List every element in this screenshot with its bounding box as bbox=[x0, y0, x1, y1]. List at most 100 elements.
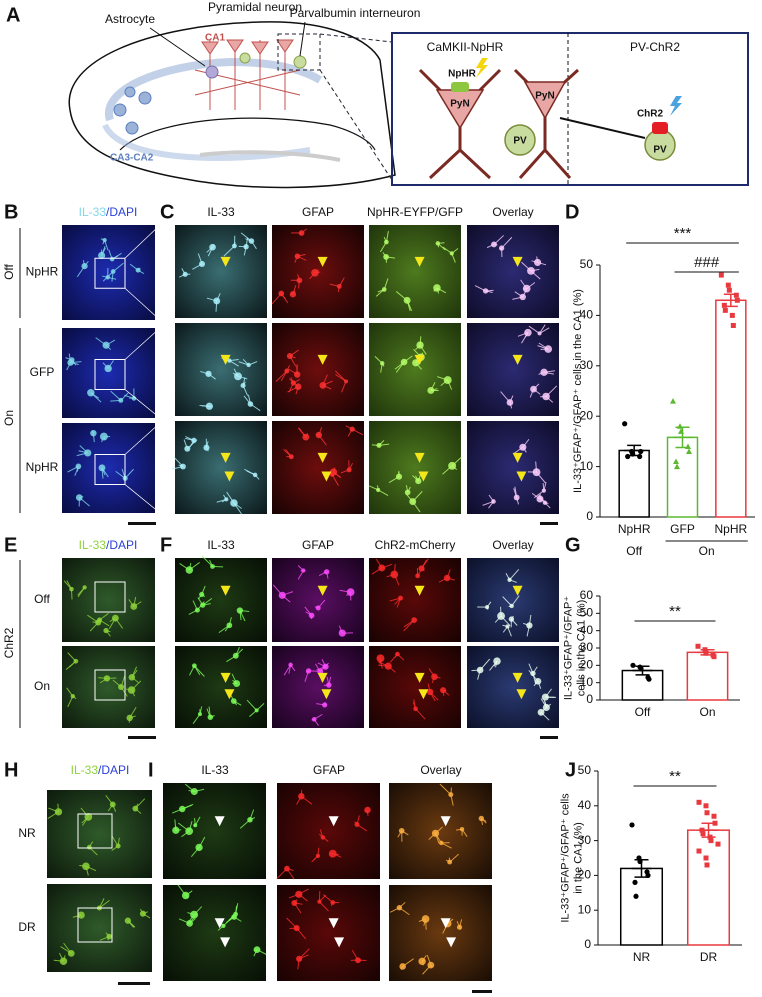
process bbox=[112, 804, 117, 812]
arrowhead bbox=[414, 354, 425, 365]
data-point bbox=[726, 287, 732, 293]
data-point bbox=[730, 322, 736, 328]
process bbox=[208, 373, 210, 375]
process bbox=[304, 606, 313, 616]
arrowhead bbox=[440, 816, 451, 827]
micrograph bbox=[175, 646, 267, 728]
header-part: IL-33 bbox=[79, 205, 107, 219]
process bbox=[522, 446, 527, 453]
process bbox=[89, 622, 99, 632]
header-part: /DAPI bbox=[106, 205, 137, 219]
column-header: Overlay bbox=[420, 763, 461, 777]
process bbox=[543, 371, 555, 375]
micrograph bbox=[369, 558, 461, 642]
process bbox=[326, 676, 330, 686]
process bbox=[80, 807, 89, 818]
process bbox=[377, 489, 389, 497]
process bbox=[67, 652, 77, 662]
significance-label: *** bbox=[674, 225, 692, 242]
y-tick-label: 30 bbox=[578, 833, 592, 847]
process bbox=[301, 795, 313, 805]
arrowhead bbox=[214, 918, 225, 929]
arrowhead bbox=[317, 585, 328, 596]
process bbox=[402, 958, 414, 967]
roi bbox=[77, 813, 113, 849]
process bbox=[243, 246, 247, 256]
process bbox=[74, 466, 79, 477]
process bbox=[173, 457, 184, 467]
process bbox=[193, 665, 201, 676]
process bbox=[531, 492, 541, 500]
process bbox=[131, 689, 136, 697]
process bbox=[451, 465, 458, 471]
process bbox=[438, 577, 448, 583]
process bbox=[375, 289, 385, 297]
process bbox=[98, 898, 105, 909]
process bbox=[197, 594, 203, 600]
data-point bbox=[721, 302, 727, 308]
scale-bar bbox=[540, 736, 558, 739]
process bbox=[421, 559, 427, 569]
process bbox=[243, 395, 251, 405]
process bbox=[181, 830, 190, 838]
arrowhead bbox=[512, 256, 523, 267]
process bbox=[378, 440, 385, 446]
process bbox=[532, 666, 538, 674]
arrowhead bbox=[317, 452, 328, 463]
process bbox=[102, 271, 114, 282]
process bbox=[421, 568, 425, 572]
process bbox=[226, 655, 237, 663]
process bbox=[206, 246, 213, 253]
process bbox=[228, 617, 232, 626]
process bbox=[340, 469, 350, 474]
process bbox=[235, 905, 238, 915]
process bbox=[436, 287, 440, 294]
process bbox=[201, 585, 206, 595]
column-header: IL-33/DAPI bbox=[71, 763, 130, 777]
process bbox=[134, 798, 146, 809]
micrograph bbox=[389, 783, 492, 879]
process bbox=[309, 272, 316, 280]
micrograph bbox=[389, 885, 492, 981]
error-bar bbox=[672, 426, 693, 449]
y-tick-label: 30 bbox=[580, 640, 594, 654]
process bbox=[393, 574, 400, 586]
process bbox=[78, 450, 88, 454]
process bbox=[330, 471, 333, 476]
process bbox=[194, 788, 205, 793]
process bbox=[296, 927, 307, 940]
process bbox=[63, 942, 72, 954]
process bbox=[298, 893, 308, 902]
process bbox=[200, 263, 203, 266]
process bbox=[379, 241, 387, 253]
process bbox=[485, 290, 493, 293]
process bbox=[326, 571, 329, 579]
column-header: NpHR-EYFP/GFP bbox=[367, 205, 463, 219]
micrograph bbox=[369, 646, 461, 728]
process bbox=[142, 913, 151, 919]
process bbox=[249, 817, 256, 821]
process bbox=[537, 345, 549, 350]
micrograph bbox=[467, 421, 559, 514]
process bbox=[316, 703, 325, 706]
process bbox=[210, 715, 215, 718]
y-tick-label: 40 bbox=[578, 798, 592, 812]
column-header: IL-33 bbox=[207, 538, 235, 552]
data-point bbox=[625, 453, 631, 460]
process bbox=[332, 853, 339, 856]
process bbox=[545, 396, 554, 403]
y-tick-label: 20 bbox=[580, 408, 594, 422]
process bbox=[105, 932, 110, 937]
process bbox=[429, 691, 439, 701]
process bbox=[120, 392, 129, 401]
group-label: ChR2 bbox=[2, 627, 16, 658]
process bbox=[70, 362, 79, 366]
process bbox=[84, 260, 89, 267]
process bbox=[288, 664, 292, 674]
process bbox=[208, 373, 216, 380]
y-tick-label: 0 bbox=[586, 692, 593, 706]
arrowhead bbox=[414, 256, 425, 267]
data-point bbox=[711, 654, 717, 660]
label: PyN bbox=[450, 99, 469, 110]
process bbox=[316, 605, 319, 609]
